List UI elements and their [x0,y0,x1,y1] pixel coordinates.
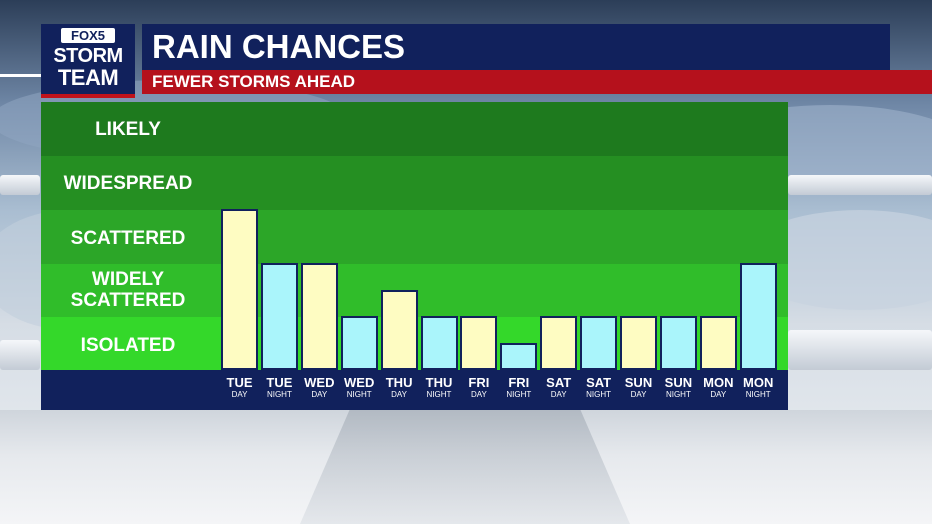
band-label-likely: LIKELY [95,119,161,140]
x-tick-day: MON [743,375,774,390]
x-tick-label: MON DAY [698,370,738,400]
x-tick-day: MON [703,375,734,390]
x-tick-day: TUE [226,375,253,390]
bar-fri-night [500,343,538,370]
x-tick-period: NIGHT [426,390,452,399]
x-tick-day: WED [304,375,335,390]
x-tick-label: TUE DAY [220,370,260,400]
bar-mon-day [699,316,737,370]
title-bar: RAIN CHANCES [142,24,890,70]
bar-sat-night [580,316,618,370]
x-tick-day: SUN [664,375,693,390]
x-tick-period: NIGHT [506,390,532,399]
band-likely: LIKELY [41,102,788,156]
x-tick-period: DAY [391,390,408,399]
bar-wed-night [340,316,378,370]
bar-tue-day [221,209,258,370]
x-tick-label: MON NIGHT [738,370,778,400]
band-scattered: SCATTERED [41,210,788,264]
page-subtitle: FEWER STORMS AHEAD [152,72,356,91]
x-tick-period: DAY [231,390,248,399]
bar-fri-day [460,316,498,370]
x-tick-label: THU NIGHT [419,370,459,400]
x-tick-label: THU DAY [379,370,419,400]
background-rail-right-lower [788,330,932,370]
x-tick-label: FRI DAY [459,370,499,400]
band-label-widespread: WIDESPREAD [63,173,193,194]
x-tick-day: SAT [546,375,572,390]
bar-wed-day [300,262,338,370]
x-tick-label: SAT DAY [539,370,579,400]
x-tick-period: NIGHT [346,390,372,399]
x-tick-day: FRI [508,375,530,390]
logo-storm: STORM [53,45,123,67]
x-tick-day: WED [344,375,375,390]
x-tick-period: NIGHT [745,390,771,399]
bar-sun-day [620,316,657,370]
x-tick-day: SUN [624,375,653,390]
x-tick-label: WED DAY [299,370,339,400]
subtitle-bar: FEWER STORMS AHEAD [142,70,932,94]
x-tick-label: FRI NIGHT [499,370,539,400]
header-accent-line [0,74,41,77]
x-tick-period: NIGHT [266,390,292,399]
rain-chance-chart: LIKELY WIDESPREAD SCATTERED WIDELY SCATT… [41,102,788,410]
band-label-widely-scattered: WIDELY SCATTERED [70,269,186,311]
bar-tue-night [260,262,298,370]
band-label-scattered: SCATTERED [70,228,186,249]
x-tick-label: WED NIGHT [339,370,379,400]
x-axis: TUE DAY TUE NIGHT WED DAY WED NIGHT THU DAY THU NIG… [41,370,788,410]
x-tick-period: DAY [470,390,487,399]
logo-fox5: FOX5 [61,28,115,43]
x-tick-day: THU [425,375,453,390]
x-tick-label: SUN DAY [619,370,659,400]
studio-floor-shade [300,410,630,524]
x-tick-period: NIGHT [665,390,691,399]
bar-thu-night [420,316,458,370]
bar-mon-night [739,262,777,370]
x-tick-day: SAT [586,375,612,390]
page-title: RAIN CHANCES [152,28,406,65]
x-tick-period: DAY [311,390,328,399]
band-label-isolated: ISOLATED [80,335,176,356]
background-rail-right [788,175,932,195]
bar-sun-night [659,316,697,370]
logo-team: TEAM [57,65,119,90]
x-tick-label: TUE NIGHT [259,370,299,400]
x-tick-label: SUN NIGHT [658,370,698,400]
x-tick-day: THU [385,375,413,390]
x-tick-day: FRI [468,375,490,390]
x-tick-period: DAY [630,390,647,399]
x-tick-day: TUE [266,375,293,390]
fox5-storm-team-logo: FOX5 STORM TEAM [41,24,135,98]
x-tick-period: DAY [710,390,727,399]
bar-thu-day [380,289,418,370]
band-widespread: WIDESPREAD [41,156,788,210]
background-rail-left [0,175,40,195]
background-rail-left-lower [0,340,40,370]
x-tick-label: SAT NIGHT [579,370,619,400]
bar-sat-day [540,316,578,370]
x-tick-period: DAY [550,390,567,399]
x-tick-period: NIGHT [586,390,612,399]
